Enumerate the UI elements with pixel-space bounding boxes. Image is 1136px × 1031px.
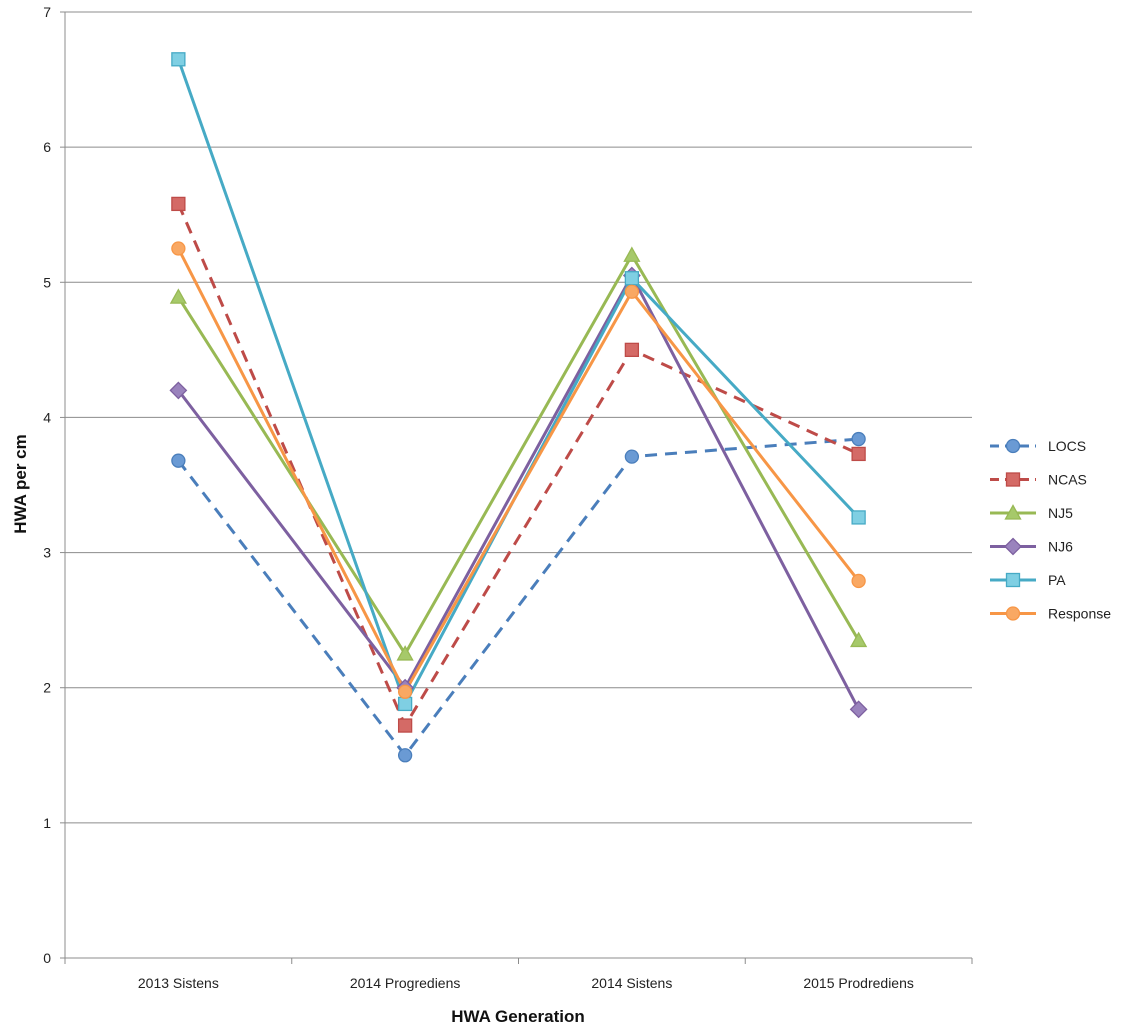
y-axis-title: HWA per cm: [11, 434, 30, 534]
legend-label: Response: [1048, 606, 1111, 622]
axes: 0 1 2 3 4 5 6 7 2013 Sistens 2014 Progrediens 2014…: [43, 4, 973, 991]
series-markers: [169, 52, 868, 763]
series-line-nj6: [177, 274, 860, 711]
legend-swatch-marker: [1005, 472, 1021, 487]
data-point-pa: [624, 271, 640, 286]
legend: LOCS NCAS NJ5 NJ6 PA Response: [990, 438, 1111, 622]
x-axis-title: HWA Generation: [451, 1007, 585, 1026]
data-point-nj6: [849, 700, 868, 719]
legend-item-pa: PA: [990, 572, 1066, 588]
series-lines: [176, 58, 860, 757]
y-tick-label: 5: [43, 274, 51, 290]
y-tick-label: 7: [43, 4, 51, 20]
data-point-locs: [171, 453, 186, 468]
legend-label: NJ5: [1048, 505, 1073, 521]
legend-swatch-marker: [1004, 504, 1022, 520]
y-tick-label: 3: [43, 545, 51, 561]
x-tick-label: 2015 Prodrediens: [803, 975, 914, 991]
data-point-nj5: [396, 645, 414, 661]
x-tick-label: 2014 Sistens: [591, 975, 672, 991]
legend-item-ncas: NCAS: [990, 472, 1087, 488]
data-point-ncas: [851, 446, 866, 462]
legend-item-nj6: NJ6: [990, 537, 1073, 556]
legend-label: PA: [1048, 572, 1066, 588]
legend-item-nj5: NJ5: [990, 504, 1073, 521]
x-tick-label: 2013 Sistens: [138, 975, 219, 991]
series-line-response: [177, 247, 860, 694]
legend-label: NCAS: [1048, 472, 1087, 488]
data-point-pa: [851, 510, 866, 525]
gridlines: [65, 11, 972, 824]
series-line-pa: [176, 58, 860, 706]
data-point-nj5: [850, 631, 868, 648]
y-tick-label: 0: [43, 950, 51, 966]
y-tick-label: 2: [43, 680, 51, 696]
data-point-pa: [397, 696, 413, 712]
y-tick-label: 1: [43, 815, 51, 831]
legend-label: NJ6: [1048, 539, 1073, 555]
y-tick-label: 6: [43, 139, 51, 155]
data-point-response: [397, 684, 413, 699]
data-point-response: [624, 284, 640, 299]
legend-item-response: Response: [990, 606, 1111, 622]
data-point-pa: [171, 52, 186, 67]
data-point-ncas: [171, 196, 186, 212]
x-tick-label: 2014 Progrediens: [350, 975, 461, 991]
legend-item-locs: LOCS: [990, 438, 1086, 454]
legend-label: LOCS: [1048, 438, 1086, 454]
series-line-locs: [177, 437, 859, 757]
legend-swatch-marker: [1005, 572, 1021, 588]
data-point-nj5: [623, 246, 641, 262]
legend-swatch-marker: [1004, 537, 1022, 556]
legend-swatch-marker: [1005, 606, 1021, 621]
data-point-ncas: [397, 718, 413, 733]
data-point-response: [851, 573, 866, 589]
legend-swatch-marker: [1005, 438, 1021, 454]
data-point-ncas: [624, 342, 640, 358]
series-line-nj5: [177, 253, 860, 656]
data-point-locs: [851, 431, 866, 447]
y-tick-label: 4: [43, 409, 51, 425]
data-point-locs: [624, 449, 640, 464]
data-point-nj5: [169, 288, 187, 304]
data-point-locs: [397, 748, 413, 763]
series-line-ncas: [176, 203, 860, 728]
data-point-nj6: [169, 381, 188, 400]
data-point-response: [171, 241, 186, 256]
